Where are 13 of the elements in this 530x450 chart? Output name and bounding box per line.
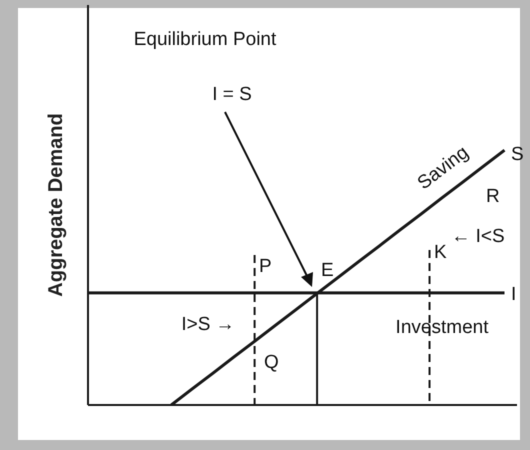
text: Equilibrium Point bbox=[134, 29, 277, 50]
annotation: P bbox=[259, 256, 272, 277]
series-label: Investment bbox=[396, 316, 490, 338]
annotation: E bbox=[321, 260, 334, 281]
annotation: Q bbox=[264, 352, 279, 373]
annotation: R bbox=[486, 186, 500, 207]
text: I = S bbox=[212, 84, 252, 105]
annotation: I bbox=[511, 284, 516, 305]
annotation: K bbox=[434, 242, 447, 263]
annotation: I>S → bbox=[181, 314, 235, 335]
annotation: ← I<S bbox=[451, 226, 505, 247]
annotation: S bbox=[511, 144, 524, 165]
y-axis-title: Aggregate Demand bbox=[45, 113, 67, 297]
